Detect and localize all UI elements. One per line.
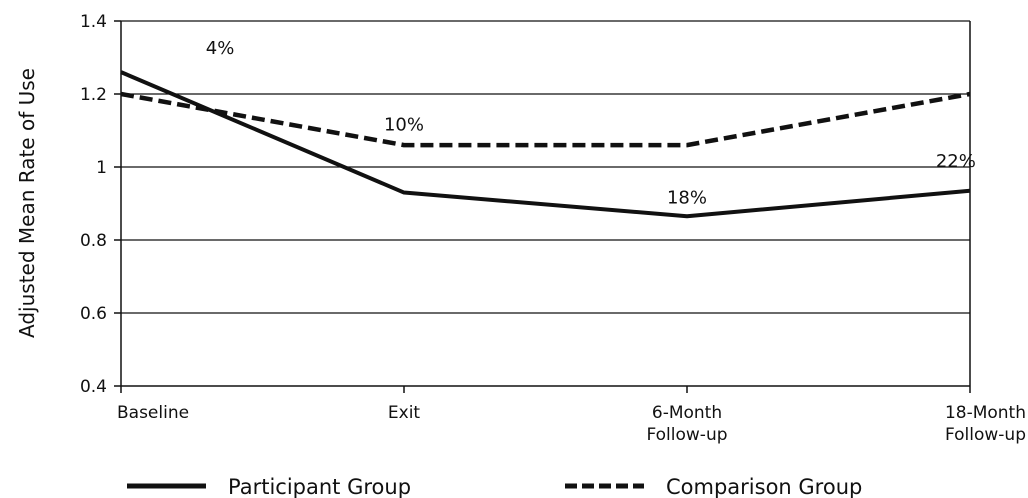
series-lines <box>120 70 971 219</box>
y-tick-label: 0.6 <box>80 304 107 324</box>
y-tick-label: 1.4 <box>80 12 107 32</box>
y-tick-labels: 0.4 0.6 0.8 1 1.2 1.4 <box>80 12 107 397</box>
legend: Participant Group Comparison Group <box>127 475 862 498</box>
y-tick-label: 1 <box>96 158 107 178</box>
x-tick-label: 6-Month <box>652 403 722 423</box>
percent-annotation: 4% <box>206 38 235 59</box>
gridlines <box>121 20 970 314</box>
axes <box>114 20 971 393</box>
x-tick-label: Follow-up <box>945 425 1026 445</box>
x-tick-labels: Baseline Exit 6-MonthFollow-up18-MonthFoll… <box>117 403 1026 445</box>
x-tick-label: 18-Month <box>945 403 1026 423</box>
y-tick-label: 0.8 <box>80 231 107 251</box>
x-tick-label: Exit <box>388 403 421 423</box>
x-tick-label: Follow-up <box>646 425 727 445</box>
legend-label: Comparison Group <box>666 475 862 498</box>
y-axis-label: Adjusted Mean Rate of Use <box>15 68 39 338</box>
y-tick-label: 1.2 <box>80 85 107 105</box>
percent-annotation: 18% <box>667 188 707 209</box>
data-annotations: 4% 10% 18% 22% <box>206 38 976 209</box>
y-tick-label: 0.4 <box>80 377 107 397</box>
series-line-participant-group <box>120 70 971 219</box>
x-tick-label: Baseline <box>117 403 189 423</box>
series-line-comparison-group <box>120 91 971 148</box>
legend-label: Participant Group <box>228 475 411 498</box>
percent-annotation: 10% <box>384 115 424 136</box>
percent-annotation: 22% <box>936 151 976 172</box>
